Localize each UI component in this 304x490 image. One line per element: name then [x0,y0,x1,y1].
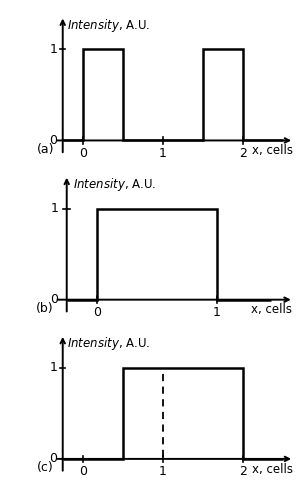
Text: 0: 0 [49,452,57,466]
Text: (c): (c) [37,462,54,474]
Text: $\it{Intensity}$, A.U.: $\it{Intensity}$, A.U. [73,176,156,193]
Text: x, cells: x, cells [252,144,293,157]
Text: 2: 2 [239,147,247,160]
Text: x, cells: x, cells [252,463,293,475]
Text: 1: 1 [49,361,57,374]
Text: (a): (a) [36,143,54,156]
Text: 1: 1 [213,306,221,319]
Text: 2: 2 [239,466,247,478]
Text: 1: 1 [49,43,57,56]
Text: 0: 0 [93,306,101,319]
Text: 1: 1 [50,202,58,215]
Text: 0: 0 [50,293,58,306]
Text: 0: 0 [49,134,57,147]
Text: $\it{Intensity}$, A.U.: $\it{Intensity}$, A.U. [67,17,150,33]
Text: (b): (b) [36,302,54,315]
Text: 0: 0 [79,147,87,160]
Text: $\it{Intensity}$, A.U.: $\it{Intensity}$, A.U. [67,335,150,352]
Text: 1: 1 [159,147,167,160]
Text: 0: 0 [79,466,87,478]
Text: x, cells: x, cells [251,303,292,317]
Text: 1: 1 [159,466,167,478]
